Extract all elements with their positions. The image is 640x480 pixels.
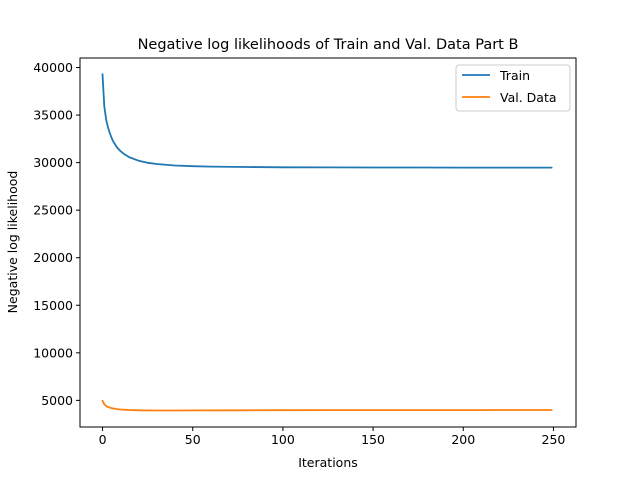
- legend-label-val-data: Val. Data: [500, 90, 557, 105]
- chart-title: Negative log likelihoods of Train and Va…: [138, 37, 519, 53]
- plot-lines: [101, 73, 553, 412]
- x-tick-label: 100: [271, 432, 295, 447]
- y-axis-label: Negative log likelihood: [5, 171, 20, 314]
- legend-box: [455, 64, 571, 112]
- y-tick-label: 40000: [33, 60, 73, 75]
- x-axis: 0 50 100 150 200 250: [99, 427, 566, 447]
- y-tick-label: 15000: [33, 298, 73, 313]
- y-tick-label: 10000: [33, 345, 73, 360]
- legend-label-train: Train: [499, 68, 530, 83]
- y-tick-label: 25000: [33, 203, 73, 218]
- x-tick-label: 50: [185, 432, 201, 447]
- legend: Train Val. Data: [455, 64, 571, 112]
- series-line-val-data: [101, 399, 553, 412]
- y-tick-label: 35000: [33, 108, 73, 123]
- x-tick-label: 0: [99, 432, 107, 447]
- y-tick-label: 5000: [41, 393, 73, 408]
- y-tick-label: 30000: [33, 155, 73, 170]
- x-tick-label: 150: [361, 432, 385, 447]
- x-tick-label: 250: [542, 432, 566, 447]
- y-axis: 5000 10000 15000 20000 25000 30000 35000 40000: [33, 60, 80, 408]
- series-line-train: [101, 73, 553, 169]
- x-axis-label: Iterations: [298, 455, 358, 470]
- y-tick-label: 20000: [33, 250, 73, 265]
- x-tick-label: 200: [451, 432, 475, 447]
- plot-frame: [79, 57, 577, 428]
